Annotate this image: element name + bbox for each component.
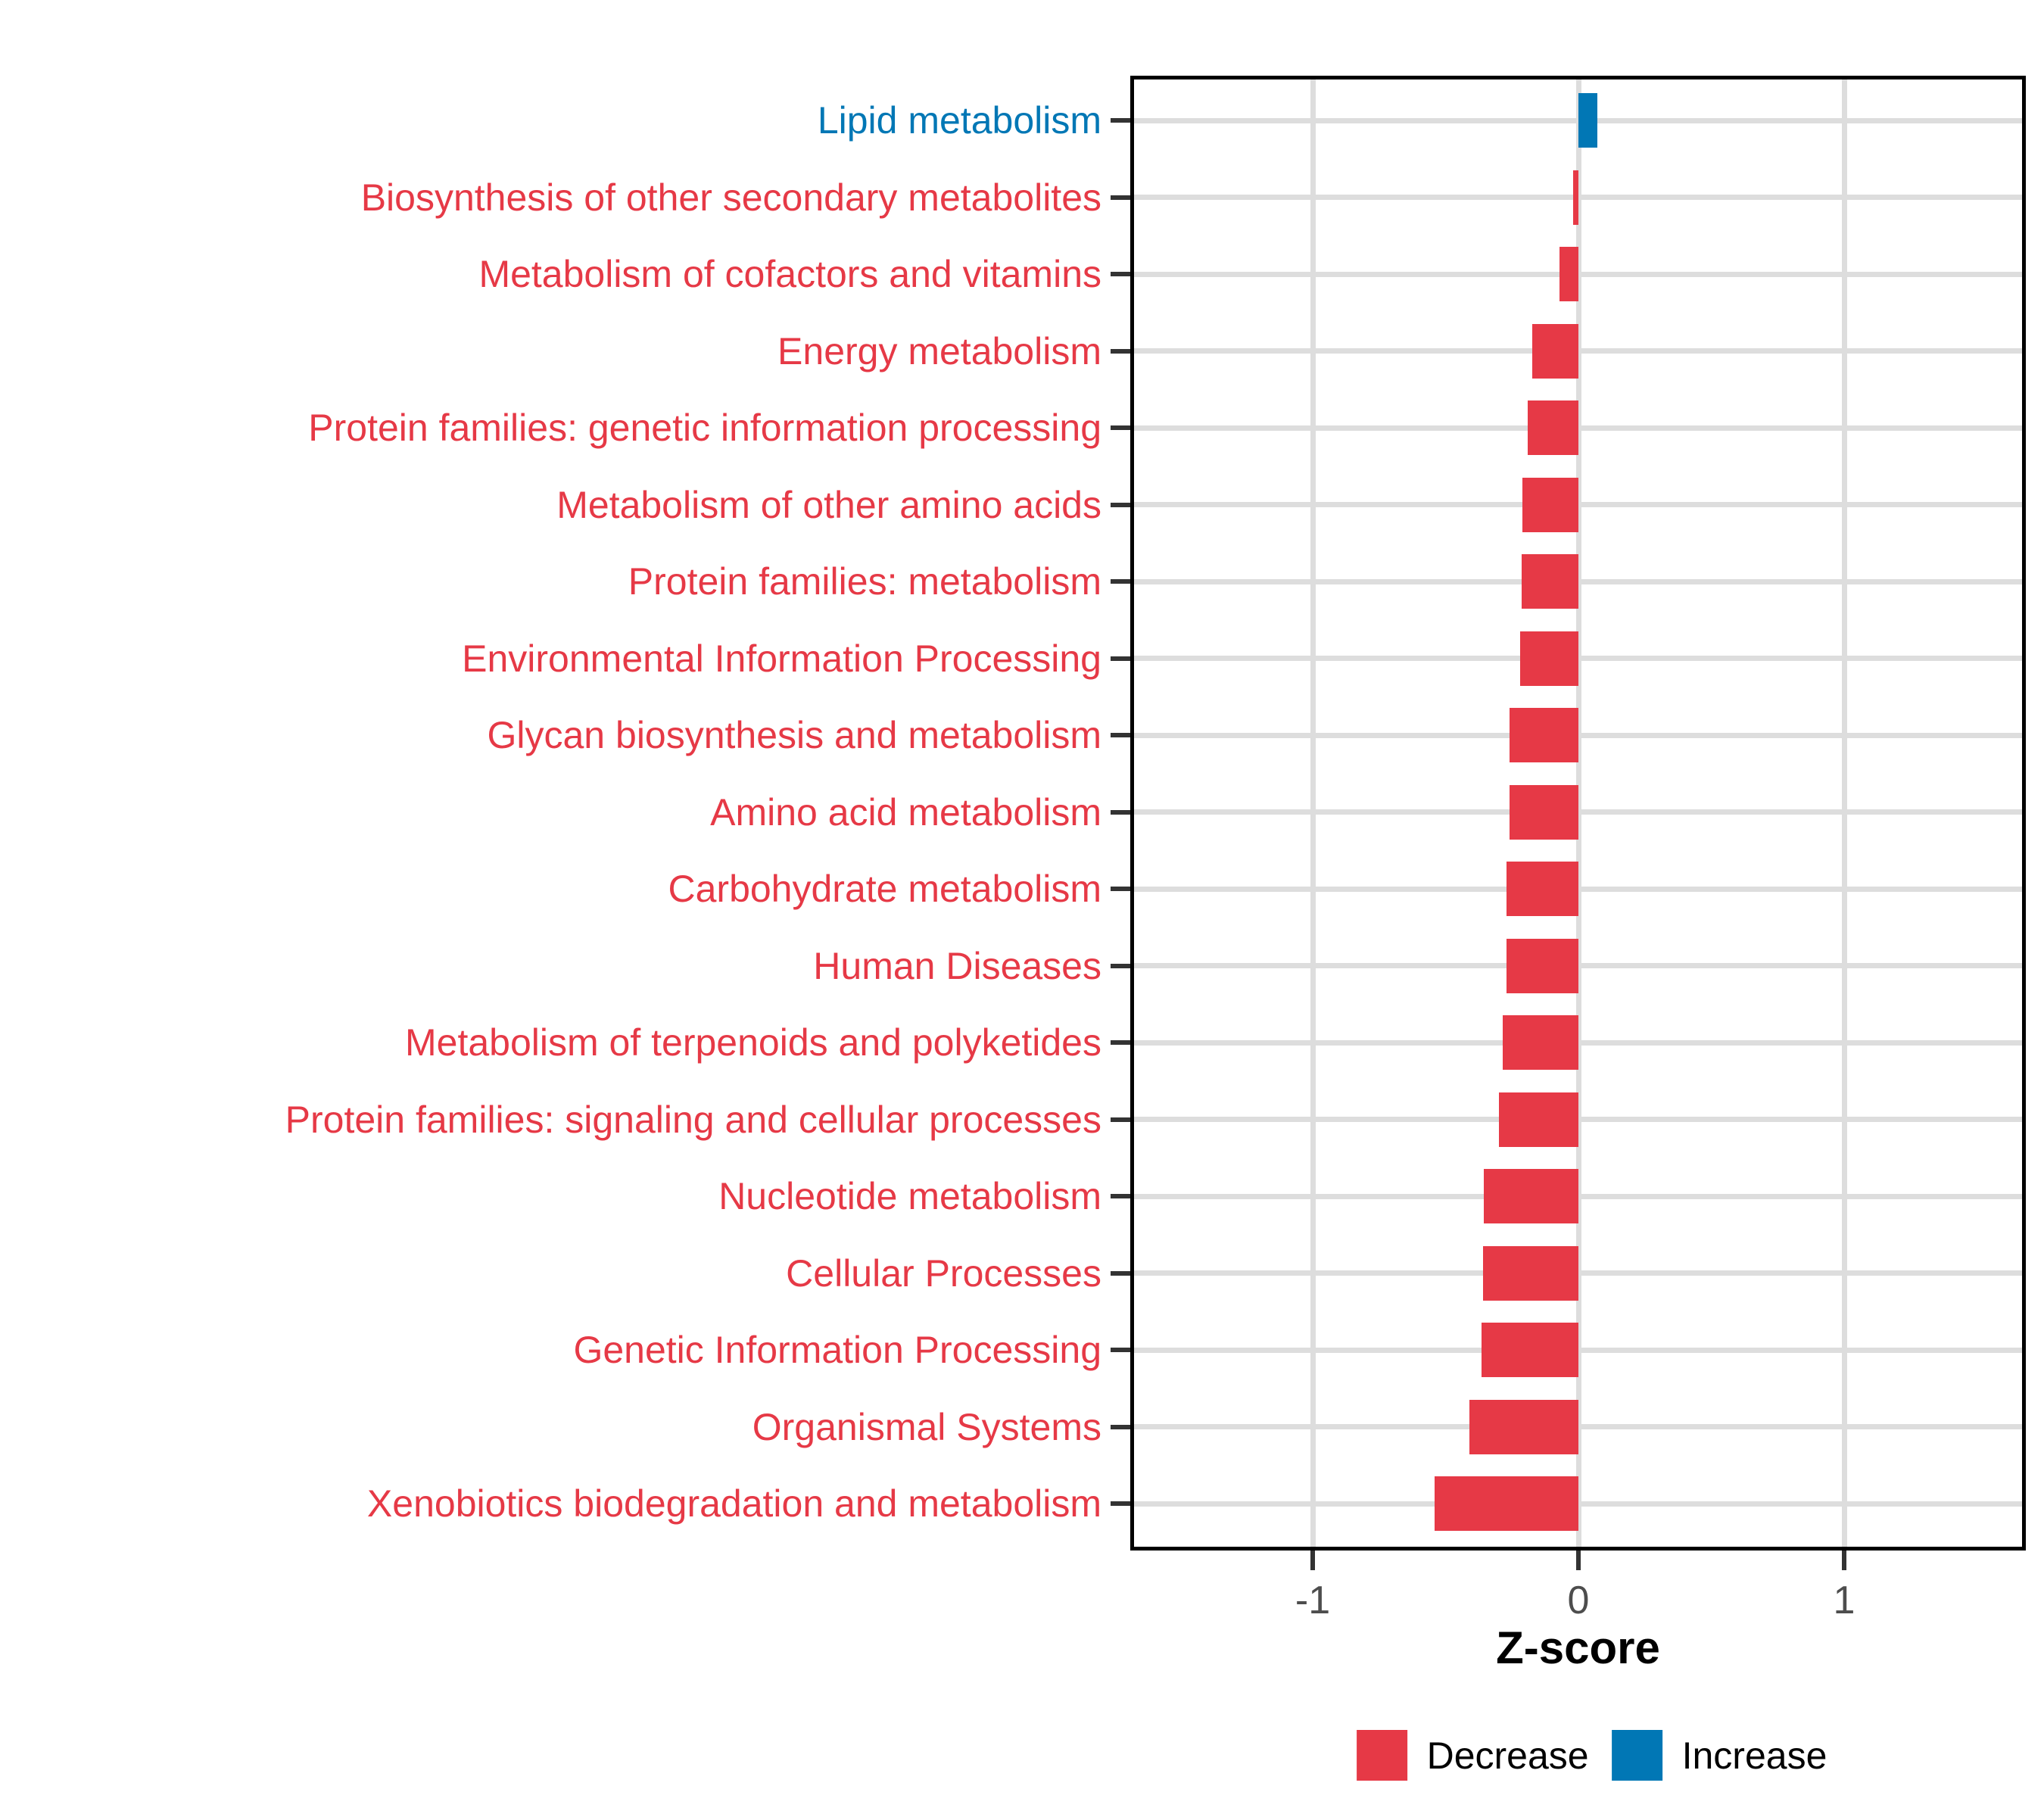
y-axis-label: Cellular Processes	[786, 1251, 1101, 1295]
y-axis-tick	[1111, 195, 1130, 200]
bar-decrease	[1484, 1169, 1578, 1223]
bar-decrease	[1572, 170, 1578, 225]
x-axis-tick	[1576, 1551, 1581, 1570]
legend: Decrease Increase	[1356, 1730, 1827, 1781]
bar-decrease	[1502, 1015, 1578, 1070]
y-axis-tick	[1111, 579, 1130, 584]
y-axis-label: Protein families: genetic information pr…	[308, 407, 1101, 449]
bar-increase	[1578, 93, 1597, 148]
y-axis-label: Biosynthesis of other secondary metaboli…	[360, 176, 1101, 219]
bar-decrease	[1559, 247, 1578, 301]
x-axis-tick-label: 1	[1833, 1579, 1855, 1622]
y-axis-tick	[1111, 272, 1130, 276]
y-axis-tick	[1111, 887, 1130, 891]
bar-decrease	[1528, 400, 1578, 455]
y-axis-label: Human Diseases	[813, 944, 1101, 987]
y-axis-tick	[1111, 1040, 1130, 1045]
bar-decrease	[1519, 631, 1578, 686]
legend-label-increase: Increase	[1681, 1734, 1827, 1777]
bar-decrease	[1507, 938, 1578, 993]
bar-decrease	[1481, 1323, 1578, 1377]
increase-color-swatch	[1611, 1730, 1662, 1781]
y-axis-label: Carbohydrate metabolism	[668, 868, 1102, 910]
y-axis-tick	[1111, 1501, 1130, 1506]
y-axis-tick	[1111, 502, 1130, 507]
y-axis-tick	[1111, 1424, 1130, 1429]
y-axis-label: Xenobiotics biodegradation and metabolis…	[366, 1482, 1101, 1525]
decrease-color-swatch	[1356, 1730, 1407, 1781]
y-axis-label: Protein families: metabolism	[628, 560, 1101, 603]
y-axis-tick	[1111, 733, 1130, 737]
bar-decrease	[1435, 1476, 1578, 1531]
y-axis-label: Organismal Systems	[752, 1405, 1101, 1448]
y-axis-tick	[1111, 1270, 1130, 1276]
y-axis-tick	[1111, 118, 1130, 123]
y-axis-label: Metabolism of cofactors and vitamins	[478, 253, 1101, 295]
y-axis-label: Genetic Information Processing	[573, 1329, 1101, 1371]
bar-decrease	[1469, 1399, 1578, 1454]
y-axis-label: Glycan biosynthesis and metabolism	[487, 714, 1102, 756]
y-axis-tick	[1111, 963, 1130, 968]
bar-decrease	[1507, 862, 1578, 916]
grid-line-horizontal	[1134, 117, 2022, 123]
y-axis-label: Amino acid metabolism	[710, 790, 1101, 834]
y-axis-tick	[1111, 1194, 1130, 1198]
legend-entry-increase: Increase	[1611, 1730, 1827, 1781]
y-axis-tick	[1111, 425, 1130, 430]
y-axis-label: Energy metabolism	[777, 329, 1101, 372]
bar-decrease	[1482, 1245, 1578, 1301]
x-axis-tick-label: 0	[1567, 1579, 1590, 1622]
legend-label-decrease: Decrease	[1426, 1734, 1589, 1777]
x-axis-tick-label: -1	[1295, 1579, 1331, 1622]
bar-decrease	[1509, 784, 1578, 840]
y-axis-label: Nucleotide metabolism	[718, 1175, 1101, 1217]
y-axis-tick	[1111, 348, 1130, 354]
x-axis-tick	[1310, 1551, 1315, 1570]
y-axis-tick	[1111, 656, 1130, 661]
bar-decrease	[1509, 708, 1578, 762]
y-axis-label: Protein families: signaling and cellular…	[285, 1098, 1101, 1141]
y-axis-label: Environmental Information Processing	[462, 637, 1101, 680]
y-axis-tick	[1111, 1117, 1130, 1122]
bar-decrease	[1522, 477, 1578, 532]
y-axis-label: Metabolism of terpenoids and polyketides	[405, 1021, 1101, 1064]
y-axis-label: Lipid metabolism	[817, 99, 1101, 142]
bar-decrease	[1498, 1092, 1578, 1147]
y-axis-tick	[1111, 809, 1130, 815]
y-axis-label: Metabolism of other amino acids	[556, 483, 1101, 526]
x-axis-title: Z-score	[1496, 1622, 1660, 1673]
x-axis-tick	[1842, 1551, 1846, 1570]
legend-entry-decrease: Decrease	[1356, 1730, 1589, 1781]
bar-decrease	[1531, 323, 1578, 379]
bar-decrease	[1521, 554, 1578, 609]
y-axis-tick	[1111, 1348, 1130, 1352]
